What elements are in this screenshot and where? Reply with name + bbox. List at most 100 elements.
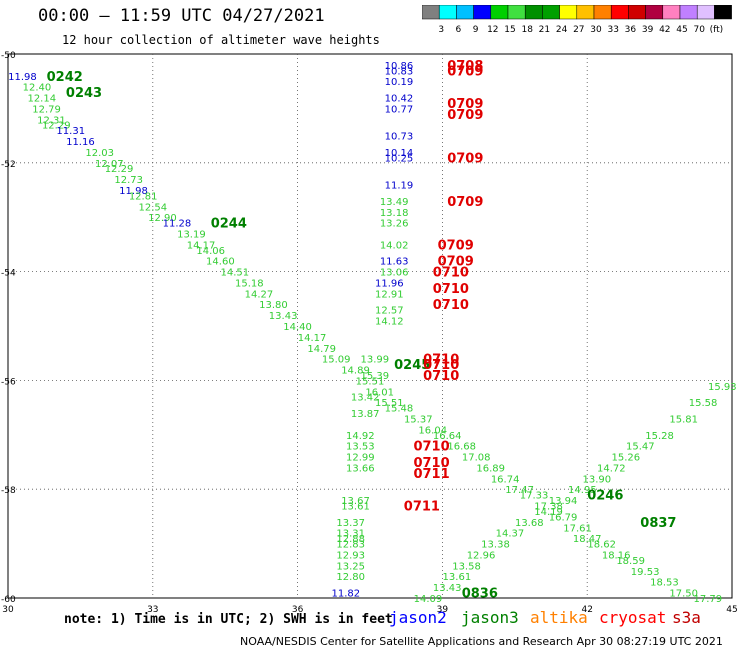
swh-point: 18.47 (573, 534, 602, 545)
time-tag: 0837 (640, 516, 676, 531)
note-text: note: 1) Time is in UTC; 2) SWH is in fe… (64, 612, 393, 627)
swh-point: 14.40 (283, 322, 312, 333)
scale-label: 12 (487, 25, 498, 35)
legend-cryosat: cryosat (599, 608, 667, 627)
swh-point: 14.37 (496, 529, 525, 540)
swh-point: 14.17 (187, 240, 216, 251)
swh-point: 10.42 (385, 94, 414, 105)
swh-point: 14.12 (375, 317, 404, 328)
swh-point: 16.01 (365, 387, 394, 398)
swh-point: 15.81 (669, 414, 698, 425)
scale-label: 70 (693, 25, 705, 35)
swh-point: 12.91 (375, 289, 404, 300)
scale-label: (ft) (710, 25, 724, 35)
page-subtitle: 12 hour collection of altimeter wave hei… (62, 33, 380, 47)
swh-point: 14.95 (568, 485, 597, 496)
x-tick-label: 42 (581, 605, 592, 615)
swh-point: 12.79 (32, 104, 61, 115)
swh-point: 11.63 (380, 257, 409, 268)
swh-point: 17.33 (520, 491, 549, 502)
time-tag: 0242 (47, 70, 83, 85)
swh-point: 12.07 (95, 159, 124, 170)
swh-point: 13.49 (380, 197, 409, 208)
time-tag: 0711 (404, 500, 440, 515)
swh-point: 14.92 (346, 431, 375, 442)
swh-point: 13.53 (346, 442, 375, 453)
swh-point: 13.99 (361, 355, 390, 366)
scale-label: 33 (607, 25, 618, 35)
swh-point: 11.98 (8, 72, 37, 83)
scale-swatch (714, 5, 732, 20)
y-tick-label: -60 (1, 595, 16, 605)
time-tag: 0244 (211, 217, 247, 232)
swh-point: 16.64 (433, 431, 462, 442)
plot-frame (7, 53, 733, 599)
swh-point: 11.16 (66, 137, 95, 148)
swh-point: 10.14 (385, 148, 414, 159)
swh-point: 18.53 (650, 578, 679, 589)
swh-point: 13.38 (481, 540, 510, 551)
swh-point: 15.51 (375, 398, 404, 409)
time-tag: 0709 (447, 195, 483, 210)
scale-label: 3 (438, 25, 444, 35)
swh-point: 12.57 (375, 306, 404, 317)
swh-point: 14.17 (298, 333, 327, 344)
time-tag: 0709 (438, 238, 474, 253)
y-tick-label: -58 (1, 486, 16, 496)
scale-label: 45 (676, 25, 687, 35)
swh-point: 14.09 (414, 594, 443, 605)
swh-point: 17.50 (669, 589, 698, 600)
time-tag: 0709 (447, 97, 483, 112)
swh-point: 13.58 (452, 561, 481, 572)
swh-point: 17.47 (505, 485, 534, 496)
swh-point: 12.96 (467, 550, 496, 561)
swh-point: 15.18 (235, 278, 264, 289)
swh-point: 13.80 (259, 300, 288, 311)
swh-point: 11.82 (332, 589, 361, 600)
swh-point: 15.28 (645, 431, 674, 442)
scale-label: 42 (659, 25, 670, 35)
swh-point: 11.98 (119, 186, 148, 197)
swh-point: 12.54 (138, 202, 167, 213)
swh-point: 12.88 (336, 534, 365, 545)
swh-point: 16.79 (549, 512, 578, 523)
swh-point: 13.06 (380, 268, 409, 279)
swh-point: 12.03 (85, 148, 114, 159)
legend-altika: altika (530, 608, 588, 627)
swh-point: 12.83 (336, 540, 365, 551)
swh-point: 12.29 (42, 121, 71, 132)
swh-point: 19.53 (631, 567, 660, 578)
y-tick-label: -50 (1, 51, 16, 61)
swh-point: 12.80 (336, 572, 365, 583)
swh-point: 17.61 (563, 523, 592, 534)
time-tag: 0710 (433, 266, 469, 281)
swh-point: 14.79 (307, 344, 336, 355)
scale-label: 21 (539, 25, 550, 35)
scale-label: 36 (625, 25, 637, 35)
swh-point: 13.18 (380, 208, 409, 219)
x-tick-label: 39 (437, 605, 449, 615)
swh-point: 11.31 (56, 126, 85, 137)
time-tag: 0709 (447, 108, 483, 123)
legend-jason2: jason2 (389, 608, 447, 627)
swh-point: 15.47 (626, 442, 655, 453)
swh-point: 13.66 (346, 463, 375, 474)
footer-credit: NOAA/NESDIS Center for Satellite Applica… (240, 635, 723, 648)
swh-point: 13.68 (515, 518, 544, 529)
color-scale: 3 6 9 12 15 18 21 24 27 30 33 36 39 42 45 70 (ft) (422, 5, 732, 35)
swh-point: 13.87 (351, 409, 380, 420)
swh-point: 11.28 (163, 219, 192, 230)
swh-point: 14.60 (206, 257, 235, 268)
swh-point: 13.26 (380, 219, 409, 230)
time-tag: 0709 (447, 151, 483, 166)
swh-point: 15.37 (404, 414, 433, 425)
swh-point: 15.39 (361, 371, 390, 382)
swh-point: 16.74 (491, 474, 520, 485)
swh-point: 13.43 (433, 583, 462, 594)
time-tag: 0246 (587, 489, 623, 504)
time-tag: 0709 (438, 255, 474, 270)
swh-point: 13.61 (341, 502, 370, 513)
time-tag: 0709 (447, 64, 483, 79)
swh-point: 12.90 (148, 213, 177, 224)
